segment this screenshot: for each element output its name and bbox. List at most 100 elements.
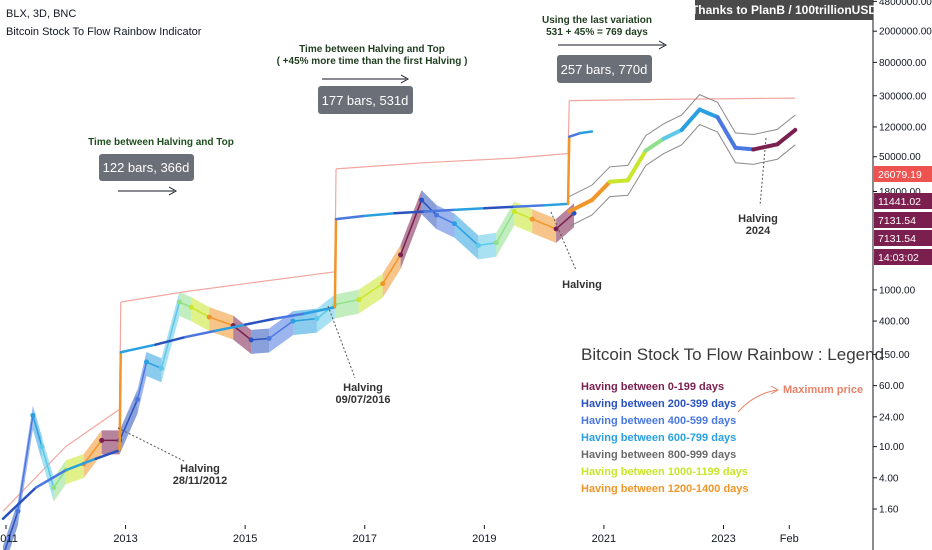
annotation-1-box — [99, 154, 194, 181]
price-band-segment — [316, 294, 335, 333]
price-band-segment — [233, 315, 252, 354]
y-axis-ticks: 4800000.00 2000000.00 800000.00 300000.00 12… — [873, 0, 932, 516]
stock-to-flow-segment — [119, 343, 157, 354]
y-tick-label: 18000.00 — [879, 187, 921, 198]
stock-to-flow-segment — [566, 135, 571, 206]
halving-4-pointer — [759, 137, 767, 207]
y-tick-label: 4.00 — [879, 473, 899, 484]
y-tick-label: 60.00 — [879, 381, 904, 392]
max-price-segment — [120, 291, 186, 303]
projection-segment — [697, 107, 720, 120]
price-band-segment — [496, 201, 515, 257]
max-price-segment — [336, 162, 425, 170]
y-tick-label: 120000.00 — [879, 122, 927, 133]
credit-banner — [695, 0, 873, 20]
price-point — [571, 210, 577, 216]
price-point — [135, 396, 141, 402]
price-segment — [83, 439, 103, 465]
legend-item: Having between 400-599 days — [581, 415, 736, 427]
price-point — [176, 299, 182, 305]
projection-segment — [679, 107, 702, 132]
legend-item: Having between 1200-1400 days — [581, 483, 749, 495]
max-price-segment — [185, 283, 246, 293]
y-tick-label: 1000.00 — [879, 285, 916, 296]
price-badge-label: 26079.19 — [878, 169, 922, 181]
price-segment — [53, 469, 67, 489]
max-price-segment — [514, 152, 569, 159]
stock-to-flow-segment — [273, 312, 307, 320]
stock-to-flow-segment — [363, 212, 396, 218]
annotation-2-subtitle: ( +45% more time than the first Halving … — [277, 56, 468, 67]
x-tick-label: 2015 — [233, 533, 257, 545]
annotation-3-title: Using the last variation — [542, 15, 652, 26]
price-segment — [190, 306, 210, 318]
x-tick-label: 2011 — [0, 533, 18, 545]
max-price-segment — [569, 98, 664, 102]
price-segment — [268, 320, 294, 340]
annotation-3-box — [557, 55, 652, 83]
price-band-segment — [53, 460, 66, 502]
halving-2-date: 09/07/2016 — [335, 394, 390, 406]
price-point — [398, 252, 404, 258]
annotation-3-subtitle: 531 + 45% = 769 days — [546, 27, 648, 38]
arrow-right-icon — [770, 385, 780, 395]
price-segment — [146, 361, 162, 369]
price-band-segment — [478, 232, 497, 260]
stock-to-flow-segment — [453, 207, 486, 212]
price-point — [451, 221, 457, 227]
legend-item: Having between 600-799 days — [581, 432, 736, 444]
price-segment — [251, 337, 270, 341]
price-point — [39, 444, 45, 450]
stock-to-flow-segment — [214, 323, 247, 333]
stock-to-flow-segment — [154, 335, 187, 346]
price-point — [188, 304, 194, 310]
legend-item: Having between 0-199 days — [581, 381, 724, 393]
price-band-segment — [454, 213, 479, 260]
max-price-segment — [663, 97, 796, 100]
price-badge-label: 7131.54 — [878, 215, 916, 227]
projection-segment — [625, 148, 648, 183]
halving-4-date: 2024 — [746, 225, 771, 237]
projection-segment — [733, 145, 756, 152]
halving-3-pointer — [550, 211, 577, 271]
stock-to-flow-series — [1, 130, 594, 521]
halving-2-pointer — [327, 305, 356, 379]
symbol-line: BLX, 3D, BNC — [6, 8, 77, 20]
x-tick-label: 2013 — [113, 533, 137, 545]
stock-to-flow-segment — [118, 351, 123, 452]
projection-lower-line — [569, 123, 796, 227]
y-tick-label: 1.60 — [879, 505, 899, 516]
projection-segment — [643, 136, 666, 153]
price-point — [158, 365, 164, 371]
stock-to-flow-segment — [1, 486, 38, 521]
price-segment — [531, 218, 557, 230]
stock-to-flow-segment — [542, 202, 570, 207]
price-segment — [41, 446, 55, 488]
y-tick-label: 10.00 — [879, 442, 904, 453]
projection-segment — [607, 178, 630, 184]
annotation-2-box-text: 177 bars, 531d — [322, 93, 409, 108]
stock-to-flow-segment — [333, 217, 338, 309]
price-segment — [421, 199, 438, 216]
price-point — [314, 316, 320, 322]
arrow-right-icon — [168, 186, 178, 196]
x-tick-label: 2019 — [472, 533, 496, 545]
projection-segment — [775, 127, 798, 147]
price-segment — [334, 298, 359, 306]
y-tick-label: 800000.00 — [879, 58, 927, 69]
y-tick-label: 50000.00 — [879, 152, 921, 163]
legend: Having between 0-199 days Having between … — [581, 381, 749, 495]
price-badge — [874, 166, 932, 182]
stock-to-flow-segment — [578, 130, 594, 135]
price-segment — [160, 301, 181, 369]
price-segment — [495, 211, 515, 244]
legend-item: Having between 200-399 days — [581, 398, 736, 410]
price-badge-label: 7131.54 — [878, 233, 916, 245]
x-axis-ticks: 2011 2013 2015 2017 2019 2021 2023 Feb — [0, 525, 799, 545]
projection-series — [567, 94, 798, 227]
annotation-2-title: Time between Halving and Top — [299, 44, 445, 55]
x-tick-label: Feb — [780, 533, 799, 545]
price-segment — [513, 210, 533, 220]
price-point — [143, 359, 149, 365]
price-point — [434, 212, 439, 218]
